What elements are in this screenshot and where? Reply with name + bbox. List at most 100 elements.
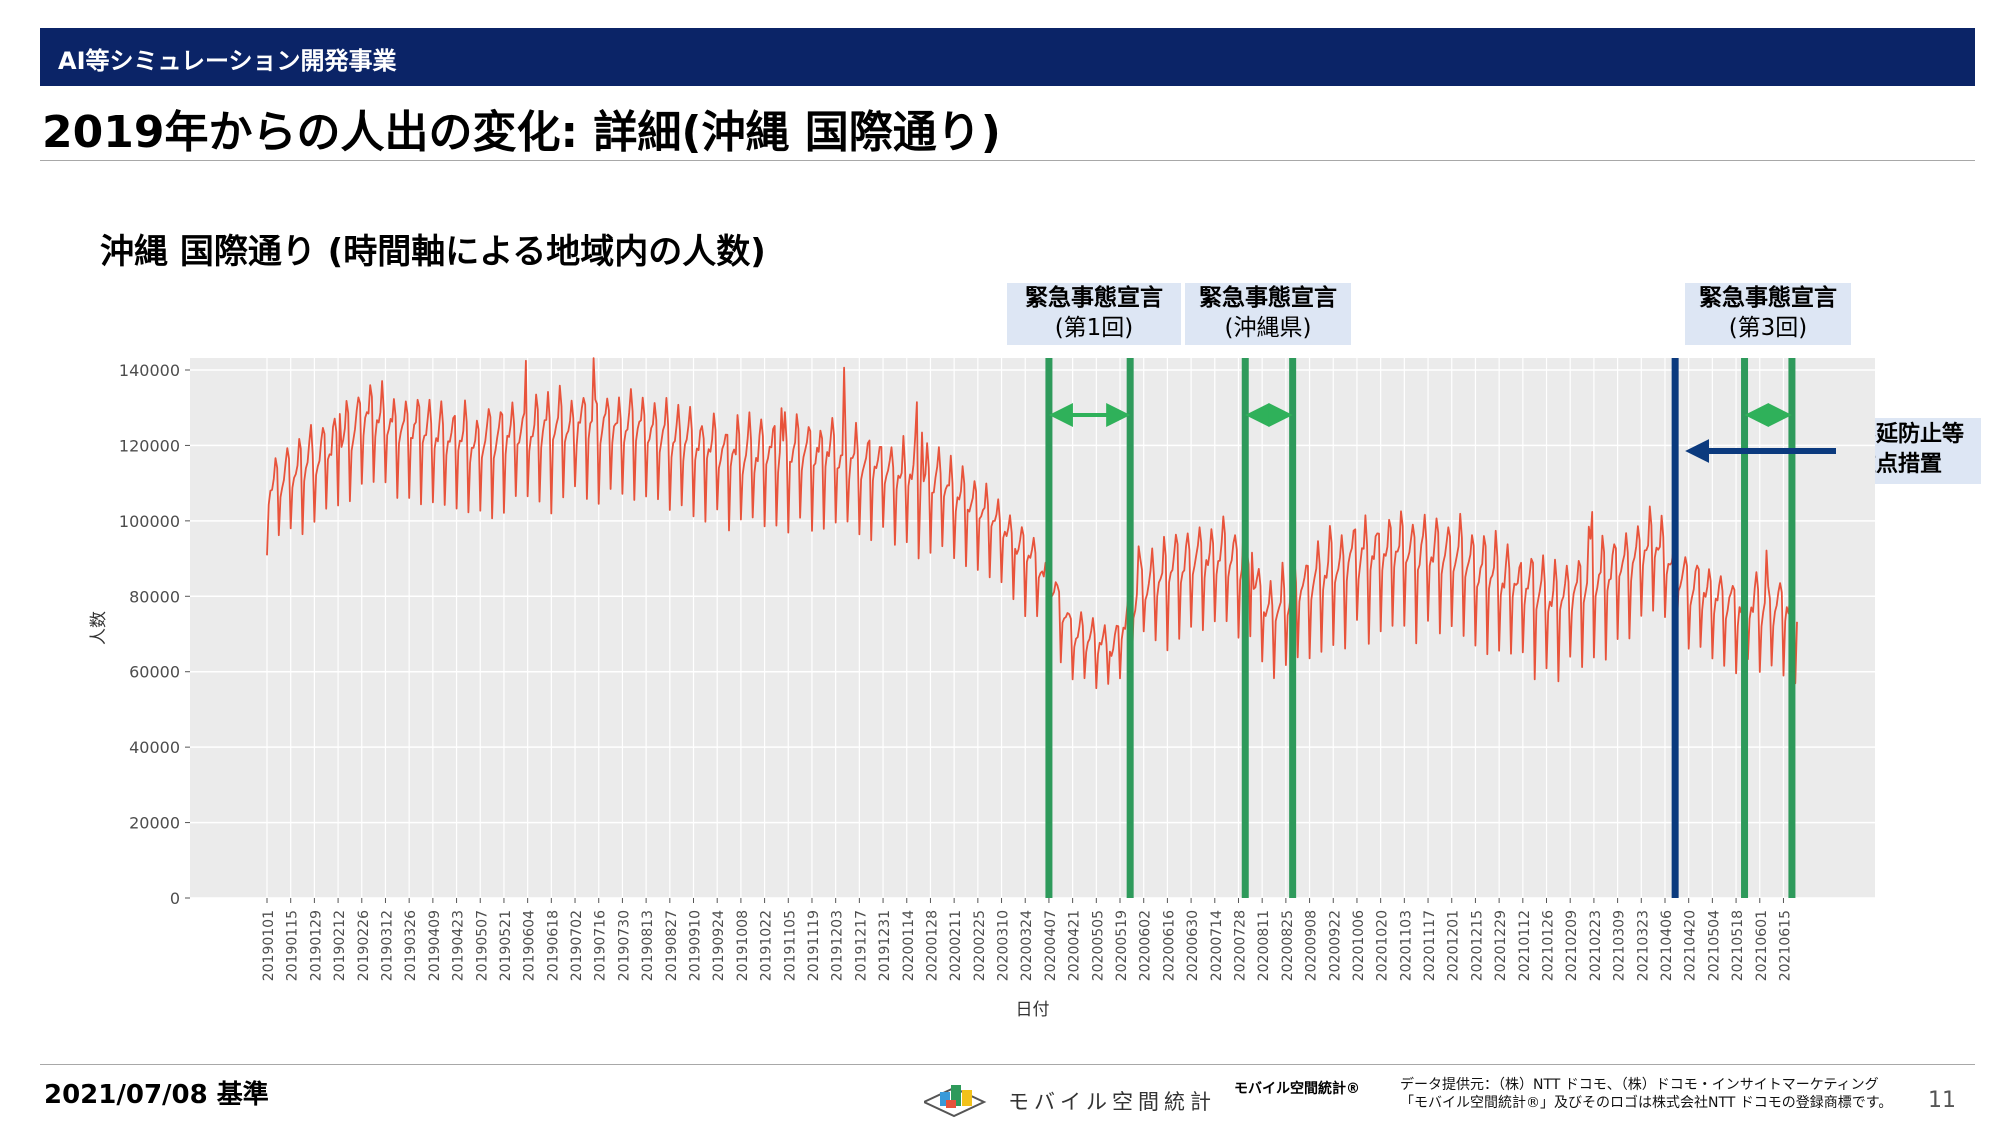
x-tick-label: 20191119 (806, 910, 822, 981)
y-tick-label: 120000 (119, 436, 180, 455)
y-tick-label: 80000 (129, 587, 180, 606)
footer-logo-text: モバイル空間統計 (1008, 1090, 1216, 1114)
y-tick-label: 100000 (119, 512, 180, 531)
x-tick-label: 20200225 (972, 910, 988, 981)
x-tick-label: 20210223 (1588, 910, 1604, 981)
x-tick-label: 20200505 (1090, 910, 1106, 981)
x-tick-label: 20190730 (616, 910, 632, 981)
page-number: 11 (1928, 1088, 1956, 1113)
x-tick-label: 20210615 (1777, 910, 1793, 981)
x-tick-label: 20190924 (711, 910, 727, 981)
x-tick-label: 20200811 (1256, 910, 1272, 981)
header-section-label: AI等シミュレーション開発事業 (58, 47, 397, 75)
footer-divider (40, 1064, 1975, 1065)
y-tick-label: 0 (170, 889, 180, 908)
y-tick-label: 140000 (119, 361, 180, 380)
x-tick-label: 20200421 (1067, 910, 1083, 981)
emergency-okinawa-label: 緊急事態宣言 (沖縄県) (1185, 283, 1351, 345)
x-tick-label: 20191203 (830, 910, 846, 981)
x-tick-label: 20200407 (1043, 910, 1059, 981)
x-tick-label: 20200825 (1280, 910, 1296, 981)
x-tick-label: 20190212 (332, 910, 348, 981)
emergency1-label-line2: (第1回) (1054, 315, 1134, 341)
footer-brand: モバイル空間統計® (1234, 1081, 1360, 1097)
x-tick-label: 20200728 (1232, 910, 1248, 981)
x-tick-label: 20210323 (1635, 910, 1651, 981)
x-tick-label: 20200128 (924, 910, 940, 981)
x-tick-label: 20191008 (735, 910, 751, 981)
x-tick-label: 20190604 (522, 910, 538, 981)
emergency1-label: 緊急事態宣言 (第1回) (1007, 283, 1181, 345)
x-tick-label: 20190423 (451, 910, 467, 981)
x-tick-label: 20201117 (1422, 910, 1438, 981)
x-tick-label: 20200908 (1304, 910, 1320, 981)
x-tick-label: 20210209 (1564, 910, 1580, 981)
x-axis-label: 日付 (1016, 1000, 1050, 1020)
mobile-spatial-statistics-logo (924, 1085, 987, 1118)
x-tick-label: 20190910 (688, 910, 704, 981)
x-tick-label: 20201006 (1351, 910, 1367, 981)
x-tick-label: 20190312 (379, 910, 395, 981)
x-tick-label: 20191217 (853, 910, 869, 981)
x-tick-label: 20190521 (498, 910, 514, 981)
y-tick-label: 40000 (129, 738, 180, 757)
y-axis-label: 人数 (89, 611, 109, 645)
x-tick-label: 20200519 (1114, 910, 1130, 981)
x-tick-label: 20190813 (640, 910, 656, 981)
x-tick-label: 20200211 (948, 910, 964, 981)
x-tick-label: 20190326 (403, 910, 419, 981)
x-tick-label: 20191231 (877, 910, 893, 981)
x-tick-label: 20190226 (356, 910, 372, 981)
page-title: 2019年からの人出の変化: 詳細(沖縄 国際通り) (42, 107, 1001, 158)
x-tick-label: 20190101 (261, 910, 277, 981)
footer-provider-line2: 「モバイル空間統計®」及びそのロゴは株式会社NTT ドコモの登録商標です。 (1400, 1095, 1893, 1111)
x-tick-label: 20210518 (1730, 910, 1746, 981)
footer-provider: データ提供元：（株）NTT ドコモ、（株）ドコモ・インサイトマーケティング 「モ… (1400, 1076, 1892, 1112)
x-tick-label: 20200922 (1327, 910, 1343, 981)
x-tick-label: 20200630 (1185, 910, 1201, 981)
x-tick-label: 20201215 (1469, 910, 1485, 981)
x-tick-label: 20210601 (1754, 910, 1770, 981)
x-tick-label: 20210504 (1706, 910, 1722, 981)
people-count-line-chart: 0 20000 40000 60000 80000 100000 120000 140000 2… (89, 357, 1875, 1020)
header-bar: AI等シミュレーション開発事業 (40, 28, 1975, 86)
x-tick-label: 20190507 (474, 910, 490, 981)
x-tick-label: 20190618 (545, 910, 561, 981)
y-tick-label: 60000 (129, 663, 180, 682)
emergency3-label-line2: (第3回) (1728, 315, 1808, 341)
emergency3-label-line1: 緊急事態宣言 (1699, 285, 1837, 311)
x-tick-label: 20190409 (427, 910, 443, 981)
chart-title: 沖縄 国際通り (時間軸による地域内の人数) (100, 232, 766, 272)
footer-provider-line1: データ提供元：（株）NTT ドコモ、（株）ドコモ・インサイトマーケティング (1400, 1077, 1879, 1093)
x-tick-label: 20201229 (1493, 910, 1509, 981)
x-tick-label: 20190115 (285, 910, 301, 981)
x-tick-label: 20210126 (1541, 910, 1557, 981)
emergency-okinawa-label-line1: 緊急事態宣言 (1199, 285, 1337, 311)
x-tick-label: 20201201 (1446, 910, 1462, 981)
x-tick-label: 20191105 (782, 910, 798, 981)
emergency1-label-line1: 緊急事態宣言 (1025, 285, 1163, 311)
x-tick-label: 20200324 (1019, 910, 1035, 981)
x-tick-label: 20190702 (569, 910, 585, 981)
x-tick-label: 20200714 (1209, 910, 1225, 981)
x-tick-label: 20210309 (1612, 910, 1628, 981)
x-tick-label: 20190129 (308, 910, 324, 981)
title-divider (40, 160, 1975, 161)
x-tick-label: 20190716 (593, 910, 609, 981)
x-tick-label: 20210112 (1517, 910, 1533, 981)
x-tick-label: 20201020 (1375, 910, 1391, 981)
x-tick-label: 20210420 (1683, 910, 1699, 981)
x-tick-label: 20200602 (1138, 910, 1154, 981)
x-tick-label: 20201103 (1398, 910, 1414, 981)
x-tick-label: 20200616 (1161, 910, 1177, 981)
x-tick-label: 20210406 (1659, 910, 1675, 981)
x-tick-label: 20200310 (996, 910, 1012, 981)
footer-date: 2021/07/08 基準 (44, 1080, 269, 1110)
people-count-series-line (266, 357, 1798, 690)
x-tick-label: 20200114 (901, 910, 917, 981)
emergency3-label: 緊急事態宣言 (第3回) (1685, 283, 1851, 345)
emergency-okinawa-label-line2: (沖縄県) (1224, 315, 1312, 341)
x-tick-label: 20190827 (664, 910, 680, 981)
x-tick-label: 20191022 (759, 910, 775, 981)
y-tick-label: 20000 (129, 814, 180, 833)
